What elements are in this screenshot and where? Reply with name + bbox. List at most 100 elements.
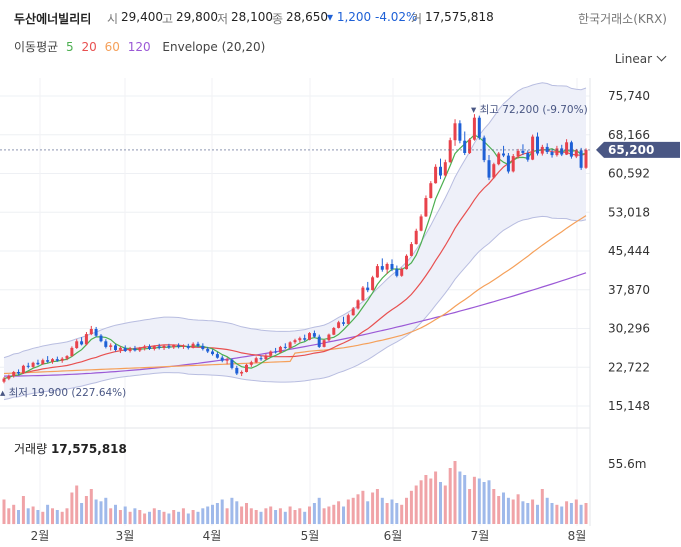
- volume-bar: [36, 510, 40, 524]
- volume-bar: [342, 506, 345, 524]
- ma20-legend[interactable]: 20: [81, 40, 97, 54]
- candle-body: [443, 162, 447, 176]
- candle-body: [80, 341, 84, 345]
- volume-bar: [220, 499, 224, 524]
- ma5-legend[interactable]: 5: [66, 40, 74, 54]
- candle-body: [555, 148, 559, 156]
- candle-body: [196, 343, 200, 346]
- volume-bar: [211, 504, 214, 525]
- candle-body: [327, 334, 331, 341]
- candle-body: [41, 360, 45, 365]
- volume-bar: [545, 497, 549, 525]
- candle-body: [2, 378, 6, 382]
- stock-name: 두산에너빌리티: [14, 12, 92, 26]
- volume-bar: [259, 511, 263, 525]
- price-tick-label: 68,166: [608, 128, 650, 142]
- volume-bar: [351, 497, 355, 525]
- volume-bar: [371, 492, 375, 524]
- month-label: 5월: [301, 529, 320, 543]
- volume-bar: [468, 489, 472, 524]
- volume-bar: [114, 504, 117, 525]
- ma120-line: [3, 272, 587, 377]
- volume-bar: [497, 496, 501, 524]
- close-label: 종: [272, 12, 284, 26]
- candle-body: [143, 346, 147, 348]
- volume-bar: [26, 508, 30, 525]
- price-change: ▾ 1,200 -4.02%: [327, 10, 418, 24]
- candle-body: [167, 345, 171, 348]
- high-annotation: ▾ 최고 72,200 (-9.70%): [471, 104, 588, 116]
- candle-body: [75, 341, 79, 348]
- month-label: 6월: [384, 529, 403, 543]
- volume-bar: [99, 501, 103, 525]
- candle-body: [133, 348, 137, 351]
- volume-bar: [390, 499, 394, 524]
- candle-body: [65, 356, 69, 359]
- volume-bar: [51, 508, 54, 525]
- volume-bar: [555, 504, 559, 525]
- volume-bar: [346, 499, 350, 524]
- stock-header: 두산에너빌리티 시 29,400 고 29,800 저 28,100 종 28,…: [0, 0, 681, 34]
- candle-body: [274, 351, 278, 353]
- candle-body: [312, 333, 316, 337]
- exchange-name: 한국거래소(KRX): [578, 12, 667, 26]
- volume-bar: [128, 511, 132, 525]
- envelope-legend[interactable]: Envelope (20,20): [162, 40, 266, 54]
- volume-bar: [375, 489, 379, 524]
- candle-body: [298, 338, 302, 341]
- candle-body: [240, 372, 244, 374]
- candle-body: [46, 360, 50, 362]
- current-price-label: 65,200: [608, 143, 654, 157]
- candle-body: [409, 244, 413, 256]
- candle-body: [26, 365, 30, 367]
- candle-body: [152, 346, 156, 349]
- candle-body: [521, 150, 525, 153]
- candle-body: [51, 359, 54, 362]
- candle-body: [584, 149, 588, 168]
- volume-bar: [21, 496, 25, 524]
- candle-body: [468, 139, 472, 153]
- volume-bar: [516, 494, 520, 525]
- candle-body: [366, 287, 370, 291]
- candle-body: [138, 347, 142, 351]
- candle-body: [89, 329, 93, 335]
- volume-bar: [288, 506, 292, 524]
- volume-bar: [439, 482, 442, 524]
- candle-body: [550, 152, 554, 156]
- volume-bar: [167, 513, 171, 524]
- candle-body: [254, 358, 258, 363]
- volume-bar: [162, 511, 166, 525]
- volume-bar: [405, 497, 408, 525]
- candle-body: [322, 340, 326, 347]
- volume-bar: [434, 471, 438, 524]
- scale-selector[interactable]: Linear: [615, 51, 667, 66]
- candle-body: [114, 345, 117, 350]
- candle-body: [487, 160, 491, 178]
- high-price: 29,800: [176, 10, 218, 24]
- candle-body: [230, 359, 234, 368]
- candle-body: [211, 351, 214, 355]
- month-label: 3월: [116, 529, 135, 543]
- candle-body: [128, 348, 132, 351]
- volume-bar: [298, 508, 302, 525]
- volume-bar: [41, 511, 45, 525]
- candle-body: [264, 355, 268, 360]
- volume-bar: [380, 497, 384, 525]
- volume-bar: [419, 480, 423, 525]
- candle-body: [94, 329, 98, 336]
- volume-bar: [206, 506, 210, 524]
- volume-bar: [443, 485, 447, 524]
- volume-bar: [458, 471, 462, 524]
- volume-bar: [143, 513, 147, 524]
- volume-bar: [312, 503, 316, 524]
- ma120-legend[interactable]: 120: [127, 40, 151, 54]
- candle-body: [506, 155, 510, 172]
- candle-body: [215, 354, 219, 358]
- volume-bar: [429, 478, 433, 524]
- candle-body: [400, 269, 404, 276]
- month-label: 7월: [471, 529, 490, 543]
- candle-body: [84, 334, 88, 345]
- candle-body: [579, 150, 583, 168]
- ma60-legend[interactable]: 60: [104, 40, 120, 54]
